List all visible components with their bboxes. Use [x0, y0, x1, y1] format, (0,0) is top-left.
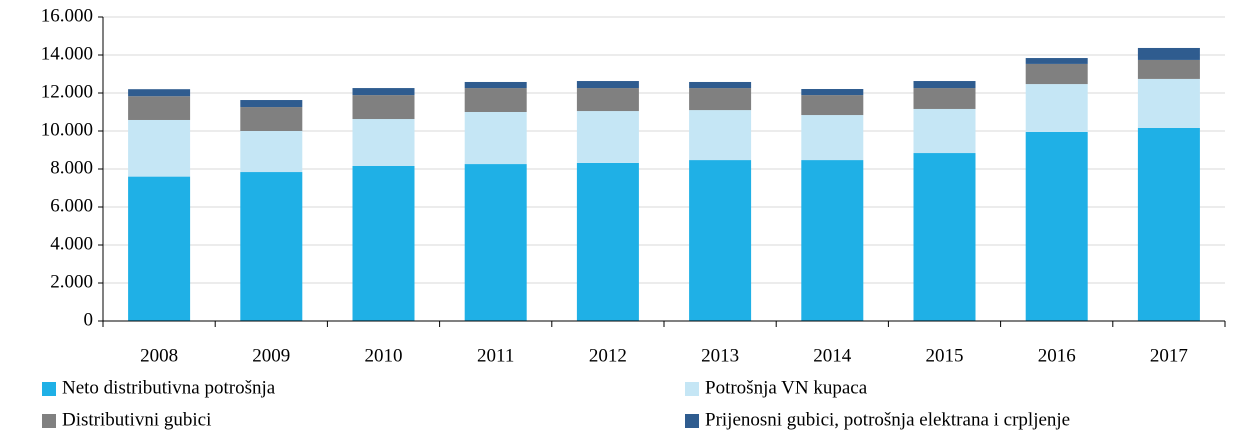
legend-label: Distributivni gubici — [62, 409, 211, 430]
bar-segment — [913, 81, 976, 89]
bar-segment — [1137, 127, 1200, 322]
bar-segment — [240, 172, 303, 321]
bar-segment — [1137, 78, 1200, 128]
y-tick-label: 0 — [84, 309, 94, 330]
bar-segment — [352, 88, 415, 96]
bar-segment — [801, 95, 864, 116]
x-tick-label: 2013 — [701, 345, 739, 366]
bar-segment — [913, 88, 976, 109]
bar-segment — [464, 164, 527, 321]
bar-segment — [689, 88, 752, 111]
bar-segment — [689, 110, 752, 161]
x-tick-label: 2016 — [1038, 345, 1076, 366]
x-tick-label: 2009 — [252, 345, 290, 366]
x-tick-label: 2017 — [1150, 345, 1188, 366]
x-tick-label: 2014 — [813, 345, 852, 366]
legend-label: Neto distributivna potrošnja — [62, 377, 276, 398]
bar-segment — [913, 108, 976, 154]
legend-label: Prijenosni gubici, potrošnja elektrana i… — [705, 409, 1070, 430]
bar-segment — [801, 89, 864, 96]
bar-segment — [801, 115, 864, 161]
y-tick-label: 10.000 — [41, 119, 93, 140]
legend-swatch — [685, 382, 699, 396]
bar-segment — [1025, 58, 1088, 64]
x-tick-label: 2008 — [140, 345, 178, 366]
bar-segment — [576, 81, 639, 89]
bar-segment — [576, 162, 639, 321]
y-tick-label: 8.000 — [50, 157, 93, 178]
bar-segment — [464, 112, 527, 165]
bar-segment — [576, 88, 639, 112]
bar-segment — [464, 88, 527, 112]
bar-segment — [352, 95, 415, 120]
bar-segment — [240, 131, 303, 173]
y-tick-label: 6.000 — [50, 195, 93, 216]
x-tick-label: 2011 — [477, 345, 514, 366]
bar-segment — [464, 81, 527, 89]
y-tick-label: 4.000 — [50, 233, 93, 254]
legend-swatch — [685, 414, 699, 428]
bar-segment — [128, 89, 191, 97]
y-tick-label: 12.000 — [41, 81, 93, 102]
y-tick-label: 2.000 — [50, 271, 93, 292]
bar-segment — [1137, 47, 1200, 60]
bar-segment — [576, 111, 639, 163]
legend-swatch — [42, 382, 56, 396]
bar-segment — [1025, 84, 1088, 132]
bar-segment — [1025, 63, 1088, 85]
bar-segment — [352, 165, 415, 321]
bar-segment — [1025, 131, 1088, 321]
y-tick-label: 16.000 — [41, 5, 93, 26]
bar-segment — [240, 107, 303, 131]
bar-segment — [689, 160, 752, 321]
bar-segment — [352, 119, 415, 166]
x-tick-label: 2015 — [926, 345, 964, 366]
bar-segment — [1137, 59, 1200, 79]
x-tick-label: 2012 — [589, 345, 627, 366]
bar-segment — [128, 176, 191, 321]
bar-segment — [689, 81, 752, 89]
legend-swatch — [42, 414, 56, 428]
bar-segment — [128, 96, 191, 120]
bar-segment — [913, 153, 976, 321]
bar-segment — [240, 100, 303, 108]
legend-label: Potrošnja VN kupaca — [705, 377, 868, 398]
bar-segment — [128, 119, 191, 177]
x-tick-label: 2010 — [365, 345, 403, 366]
bar-segment — [801, 160, 864, 321]
y-tick-label: 14.000 — [41, 43, 93, 64]
